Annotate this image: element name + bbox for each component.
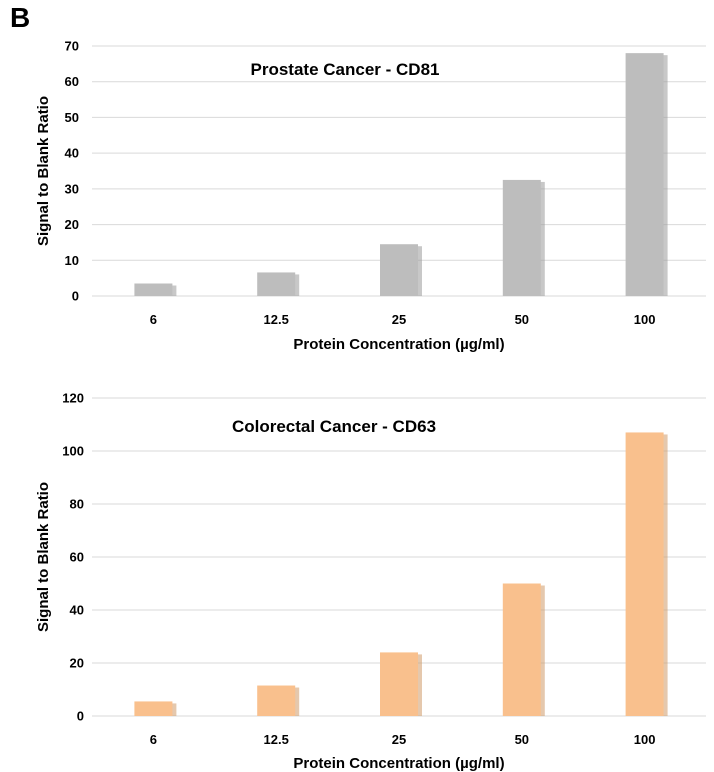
x-tick-label: 100	[634, 732, 656, 747]
x-tick-label: 12.5	[264, 312, 289, 327]
bar	[625, 53, 664, 297]
y-tick-label: 40	[70, 603, 84, 618]
y-tick-label: 70	[65, 39, 79, 54]
chart-title: Prostate Cancer - CD81	[251, 60, 440, 79]
bar	[257, 685, 296, 716]
x-tick-label: 25	[392, 312, 406, 327]
bar	[134, 701, 173, 716]
y-tick-label: 50	[65, 110, 79, 125]
y-tick-label: 0	[77, 709, 84, 724]
y-tick-label: 20	[70, 656, 84, 671]
x-axis-title: Protein Concentration (µg/ml)	[293, 336, 504, 353]
y-tick-label: 80	[70, 497, 84, 512]
bar	[502, 583, 541, 716]
bar	[134, 283, 173, 296]
bar	[625, 432, 664, 716]
x-tick-label: 25	[392, 732, 406, 747]
y-tick-label: 60	[65, 74, 79, 89]
bar	[380, 652, 418, 716]
y-tick-label: 30	[65, 181, 79, 196]
y-tick-label: 60	[70, 550, 84, 565]
x-tick-label: 6	[150, 732, 157, 747]
y-axis-title: Signal to Blank Ratio	[35, 96, 52, 246]
panel-label: B	[10, 2, 31, 33]
y-tick-label: 0	[72, 289, 79, 304]
x-tick-label: 100	[634, 312, 656, 327]
y-tick-label: 40	[65, 146, 79, 161]
y-tick-label: 20	[65, 217, 79, 232]
bar	[502, 179, 541, 296]
y-tick-label: 120	[62, 391, 84, 406]
bar	[257, 272, 296, 296]
y-tick-label: 100	[62, 444, 84, 459]
x-axis-title: Protein Concentration (µg/ml)	[293, 755, 504, 772]
y-tick-label: 10	[65, 253, 79, 268]
x-tick-label: 6	[150, 312, 157, 327]
chart-title: Colorectal Cancer - CD63	[232, 417, 436, 436]
x-tick-label: 50	[515, 732, 529, 747]
y-axis-title: Signal to Blank Ratio	[35, 482, 52, 632]
x-tick-label: 12.5	[264, 732, 289, 747]
bar	[380, 244, 418, 296]
x-tick-label: 50	[515, 312, 529, 327]
